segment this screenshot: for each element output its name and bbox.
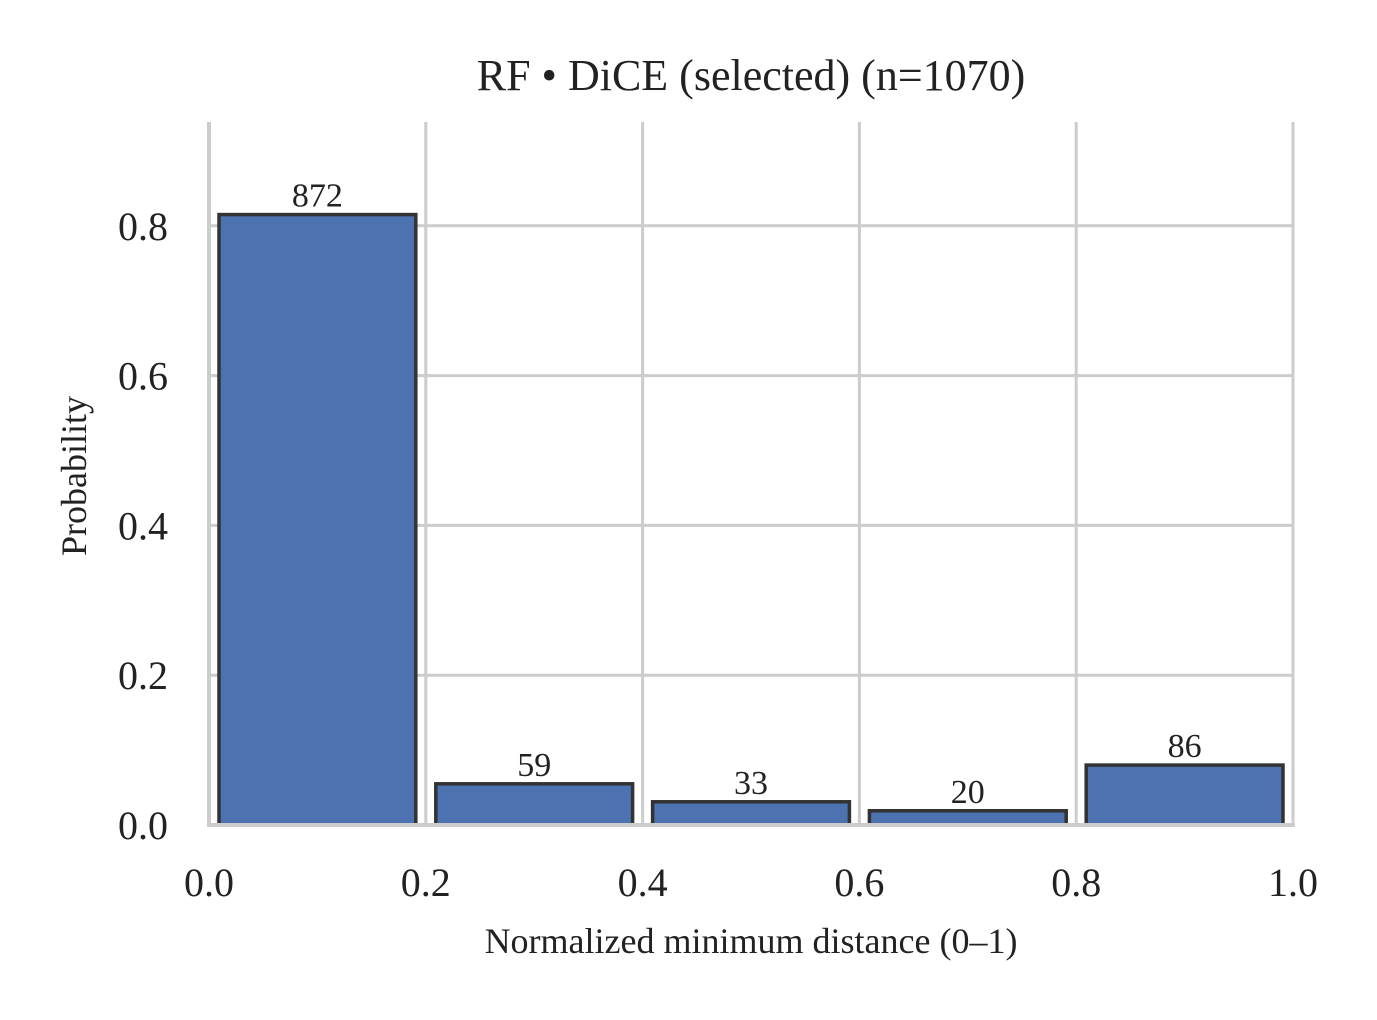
y-tick-label: 0.8 (118, 204, 168, 249)
x-tick-label: 1.0 (1268, 860, 1318, 905)
bar-count-label: 872 (292, 178, 343, 215)
label-layer: 872 59 33 20 86 0.0 0.2 0.4 0.6 0.8 0.0 0.2 0.4 0.6 0.… (118, 178, 1318, 905)
x-tick-label: 0.6 (834, 860, 884, 905)
y-tick-label: 0.6 (118, 354, 168, 399)
bar-count-label: 59 (517, 747, 551, 784)
y-tick-label: 0.4 (118, 503, 168, 548)
histogram-bar (434, 782, 635, 827)
axis-layer (207, 122, 1295, 827)
chart-title: RF • DiCE (selected) (n=1070) (477, 51, 1026, 100)
y-tick-label: 0.0 (118, 803, 168, 848)
histogram-bar (867, 809, 1068, 827)
x-tick-label: 0.0 (184, 860, 234, 905)
bar-count-label: 20 (951, 774, 985, 811)
bar-count-label: 33 (734, 765, 768, 802)
x-tick-label: 0.4 (618, 860, 668, 905)
histogram-bar (1084, 763, 1285, 827)
histogram-bar (217, 212, 418, 827)
x-tick-label: 0.8 (1051, 860, 1101, 905)
bar-count-label: 86 (1168, 728, 1202, 765)
y-tick-label: 0.2 (118, 653, 168, 698)
x-tick-label: 0.2 (401, 860, 451, 905)
bar-layer (217, 212, 1285, 827)
histogram-bar (650, 800, 852, 827)
x-axis-label: Normalized minimum distance (0–1) (485, 921, 1018, 961)
y-axis-label: Probability (54, 396, 94, 556)
